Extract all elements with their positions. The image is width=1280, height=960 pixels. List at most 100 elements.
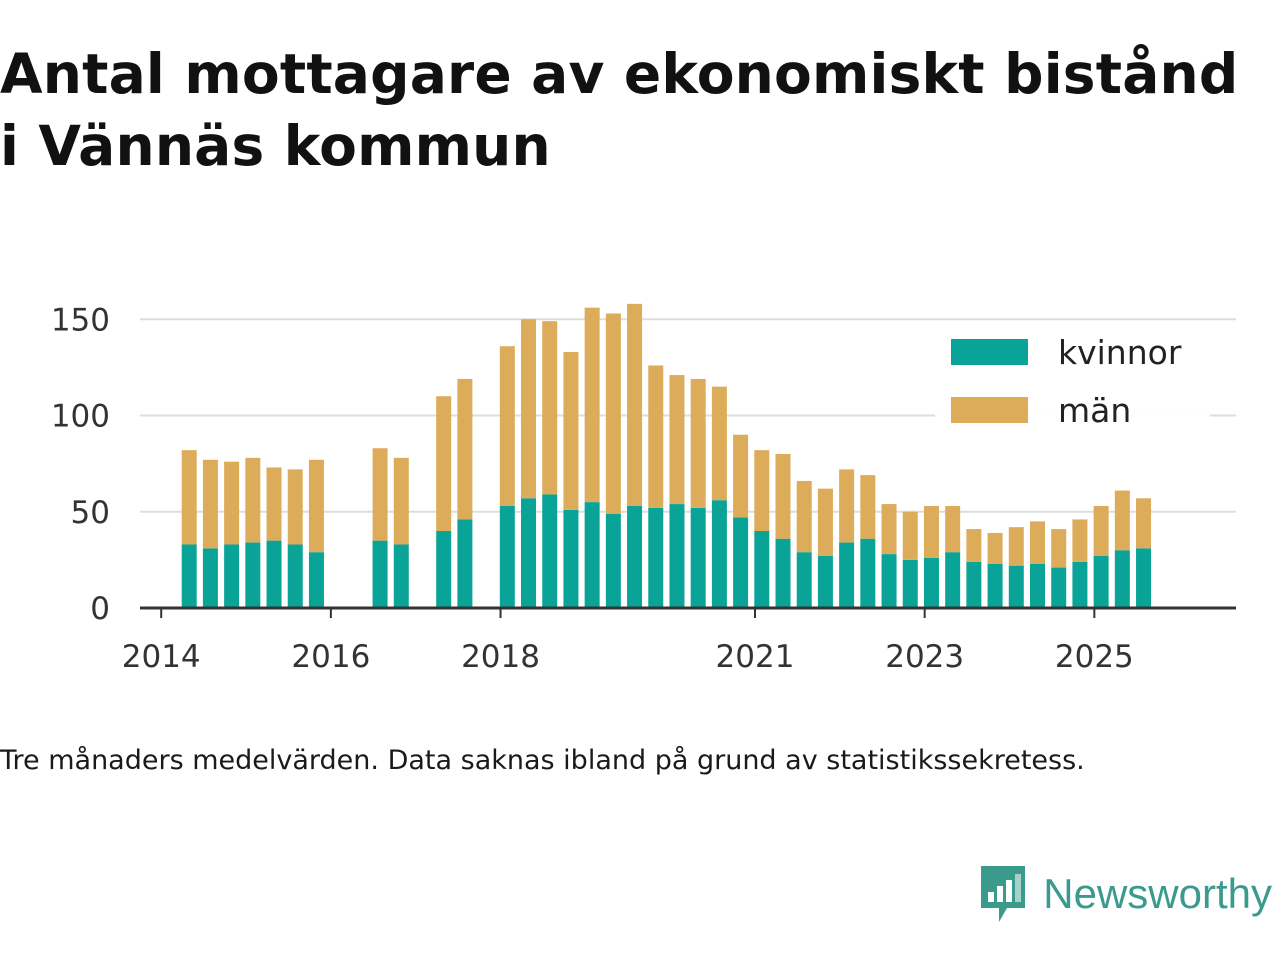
bar-kvinnor <box>372 540 388 608</box>
bar-kvinnor <box>584 502 600 608</box>
bar-kvinnor <box>733 517 749 608</box>
bar-kvinnor <box>1051 567 1067 608</box>
bar-kvinnor <box>754 531 770 608</box>
bar-man <box>733 434 749 518</box>
bar-kvinnor <box>1093 556 1109 608</box>
newsworthy-logo-icon <box>981 866 1026 922</box>
x-tick-label: 2016 <box>291 639 370 675</box>
bar-kvinnor <box>648 507 664 608</box>
bar-kvinnor <box>181 544 197 608</box>
legend-swatch-kvinnor <box>951 339 1028 365</box>
bar-man <box>669 375 685 505</box>
title-line-2: i Vännäs kommun <box>0 114 551 178</box>
bar-kvinnor <box>1114 550 1130 608</box>
bar-kvinnor <box>817 556 833 608</box>
bar-man <box>287 469 303 545</box>
bar-kvinnor <box>266 540 282 608</box>
bar-man <box>881 504 897 555</box>
bar-kvinnor <box>1008 565 1024 608</box>
bar-kvinnor <box>1072 561 1088 608</box>
bar-man <box>1114 490 1130 551</box>
bar-man <box>308 459 324 553</box>
bar-kvinnor <box>987 563 1003 608</box>
newsworthy-logo: Newsworthy <box>977 862 1272 926</box>
bar-man <box>521 319 537 499</box>
bar-kvinnor <box>627 505 643 608</box>
bar-kvinnor <box>457 519 473 608</box>
bar-man <box>775 454 791 539</box>
bar-man <box>181 450 197 545</box>
bar-man <box>457 378 473 520</box>
bar-kvinnor <box>669 504 685 608</box>
bar-kvinnor <box>202 548 218 608</box>
legend: kvinnor män <box>935 330 1210 438</box>
y-tick-label: 100 <box>51 399 110 435</box>
bar-kvinnor <box>563 509 579 608</box>
bar-man <box>648 365 664 508</box>
bar-man <box>1029 521 1045 564</box>
bar-man <box>987 532 1003 564</box>
bar-kvinnor <box>881 554 897 608</box>
bar-kvinnor <box>690 507 706 608</box>
bar-kvinnor <box>839 542 855 608</box>
bar-kvinnor <box>860 538 876 608</box>
bar-kvinnor <box>923 557 939 608</box>
bar-man <box>1008 527 1024 566</box>
y-tick-label: 50 <box>71 495 110 531</box>
footnote: Tre månaders medelvärden. Data saknas ib… <box>0 745 1085 776</box>
bar-man <box>605 313 621 514</box>
x-axis-ticks: 2014 2016 2018 2021 2023 2025 <box>122 608 1134 675</box>
bar-kvinnor <box>436 531 452 608</box>
legend-label-man: män <box>1058 391 1131 430</box>
chart-title: Antal mottagare av ekonomiskt bistånd i … <box>0 38 1280 182</box>
bar-man <box>1072 519 1088 562</box>
bar-man <box>245 457 261 543</box>
bar-kvinnor <box>521 498 537 608</box>
bar-kvinnor <box>542 494 558 608</box>
y-tick-label: 0 <box>90 591 110 627</box>
bar-kvinnor <box>775 538 791 608</box>
legend-swatch-man <box>951 397 1028 423</box>
bar-man <box>817 488 833 557</box>
bar-man <box>923 505 939 558</box>
x-tick-label: 2025 <box>1055 639 1134 675</box>
bar-man <box>690 378 706 508</box>
legend-label-kvinnor: kvinnor <box>1058 333 1182 372</box>
bar-man <box>542 321 558 495</box>
bar-man <box>1093 505 1109 557</box>
bar-kvinnor <box>499 505 515 608</box>
bar-man <box>839 469 855 543</box>
bar-kvinnor <box>902 559 918 608</box>
bar-man <box>202 459 218 549</box>
bar-man <box>860 475 876 539</box>
bar-kvinnor <box>966 561 982 608</box>
bar-man <box>796 480 812 553</box>
bar-man <box>224 461 240 545</box>
x-tick-label: 2023 <box>885 639 964 675</box>
bar-man <box>266 467 282 541</box>
bar-man <box>902 511 918 560</box>
x-tick-label: 2014 <box>122 639 201 675</box>
bar-man <box>499 346 515 506</box>
y-axis-ticks: 0 50 100 150 <box>51 302 110 627</box>
bar-man <box>627 303 643 506</box>
bar-kvinnor <box>605 513 621 608</box>
brand-name: Newsworthy <box>1043 870 1272 917</box>
bar-man <box>966 529 982 562</box>
bar-man <box>711 386 727 501</box>
bar-kvinnor <box>1029 563 1045 608</box>
bar-man <box>1051 529 1067 568</box>
bar-kvinnor <box>393 544 409 608</box>
bar-man <box>754 450 770 531</box>
stacked-bar-chart: 0 50 100 150 2014 2016 2018 2021 2023 2025 kvinn… <box>51 302 1236 675</box>
bar-kvinnor <box>1136 548 1152 608</box>
bar-kvinnor <box>796 552 812 608</box>
x-tick-label: 2021 <box>716 639 795 675</box>
bar-kvinnor <box>308 552 324 608</box>
bar-man <box>945 505 961 553</box>
bar-kvinnor <box>287 544 303 608</box>
bar-kvinnor <box>224 544 240 608</box>
bars <box>181 303 1152 608</box>
bar-kvinnor <box>711 500 727 608</box>
y-tick-label: 150 <box>51 302 110 338</box>
